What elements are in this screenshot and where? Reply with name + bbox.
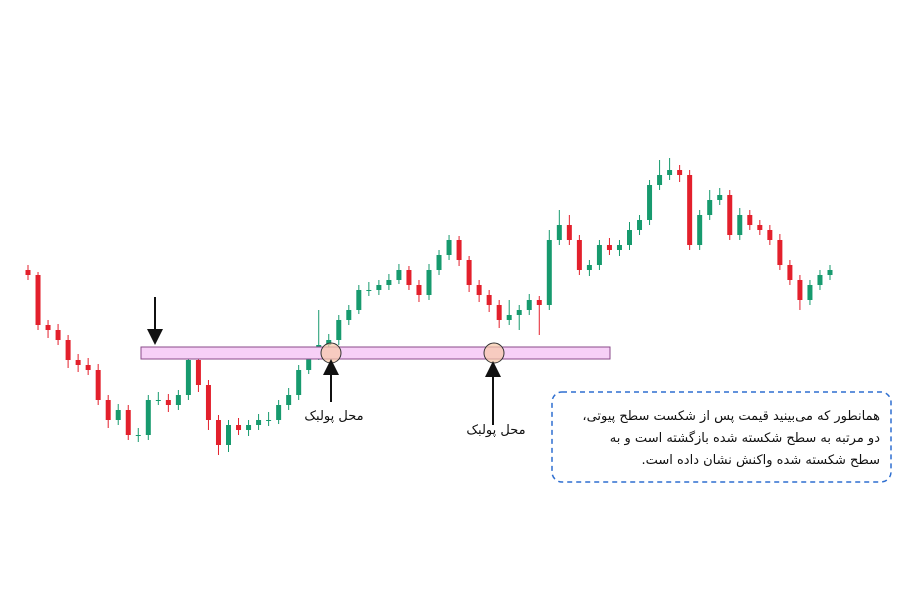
candle-body — [566, 225, 572, 240]
pullback-circle — [320, 342, 342, 364]
candle-body — [767, 230, 773, 240]
candle-body — [707, 200, 713, 215]
candle-body — [135, 435, 141, 436]
candle-body — [586, 265, 592, 270]
candle-body — [596, 245, 602, 265]
note-line: سطح شکسته شده واکنش نشان داده است. — [641, 453, 880, 468]
candle-body — [65, 340, 71, 360]
candles — [25, 158, 833, 455]
candle-body — [677, 170, 683, 175]
candle-body — [105, 400, 111, 420]
candle-body — [336, 320, 342, 340]
candle-body — [356, 290, 362, 310]
candle-body — [195, 360, 201, 385]
candle-body — [35, 275, 41, 325]
candle-body — [827, 270, 833, 275]
candle-body — [436, 255, 442, 270]
candle-body — [215, 420, 221, 445]
candle-body — [606, 245, 612, 250]
candle-body — [616, 245, 622, 250]
candle-body — [416, 285, 422, 295]
candle-body — [777, 240, 783, 265]
candle-body — [546, 240, 552, 305]
candle-body — [506, 315, 512, 320]
candle-body — [185, 360, 191, 395]
candle-body — [757, 225, 763, 230]
candle-body — [516, 310, 522, 315]
candle-body — [386, 280, 392, 285]
candle-body — [286, 395, 292, 405]
candle-body — [657, 175, 663, 185]
pullback-label: محل پولبک — [304, 409, 363, 424]
candle-body — [687, 175, 693, 245]
candle-body — [456, 240, 462, 260]
candle-body — [817, 275, 823, 285]
pullback-label: محل پولبک — [466, 423, 525, 438]
note-line: دو مرتبه به سطح شکسته شده بازگشته است و … — [610, 430, 880, 446]
candle-body — [276, 405, 282, 420]
candle-body — [426, 270, 432, 295]
candle-body — [476, 285, 482, 295]
candle-body — [667, 170, 673, 175]
candle-body — [446, 240, 452, 255]
candle-body — [175, 395, 181, 405]
candle-body — [256, 420, 262, 425]
note-line: همانطور که می‌بینید قیمت پس از شکست سطح … — [582, 409, 880, 424]
candle-body — [165, 400, 171, 405]
candle-body — [326, 340, 332, 345]
candle-body — [205, 385, 211, 420]
candle-body — [115, 410, 121, 420]
candle-body — [95, 370, 101, 400]
candle-body — [85, 365, 91, 370]
candle-body — [536, 300, 542, 305]
candle-body — [145, 400, 151, 435]
candle-body — [737, 215, 743, 235]
candle-body — [75, 360, 81, 365]
candle-body — [556, 225, 562, 240]
candle-body — [717, 195, 723, 200]
candle-body — [306, 355, 312, 370]
candle-body — [526, 300, 532, 310]
candle-body — [296, 370, 302, 395]
candle-body — [246, 425, 252, 430]
candle-body — [55, 330, 61, 340]
candle-body — [376, 285, 382, 290]
candle-body — [807, 285, 813, 300]
candle-body — [125, 410, 131, 435]
candle-body — [576, 240, 582, 270]
candle-body — [406, 270, 412, 285]
candle-body — [727, 195, 733, 235]
candle-body — [797, 280, 803, 300]
candle-body — [155, 400, 161, 401]
candle-body — [627, 230, 632, 245]
candle-body — [697, 215, 703, 245]
candle-body — [486, 295, 492, 305]
candle-body — [45, 325, 51, 330]
candle-body — [787, 265, 793, 280]
pullback-circle — [483, 342, 505, 364]
candle-body — [496, 305, 502, 320]
candle-body — [396, 270, 402, 280]
candle-body — [266, 420, 272, 421]
candle-body — [647, 185, 653, 220]
candle-body — [366, 290, 372, 291]
candle-body — [226, 425, 231, 445]
broken-level-zone — [140, 346, 611, 360]
candle-body — [466, 260, 472, 285]
candle-body — [747, 215, 753, 225]
candle-body — [346, 310, 352, 320]
candle-body — [236, 425, 242, 430]
candle-body — [25, 270, 31, 275]
candle-body — [637, 220, 643, 230]
note-box — [551, 391, 892, 483]
